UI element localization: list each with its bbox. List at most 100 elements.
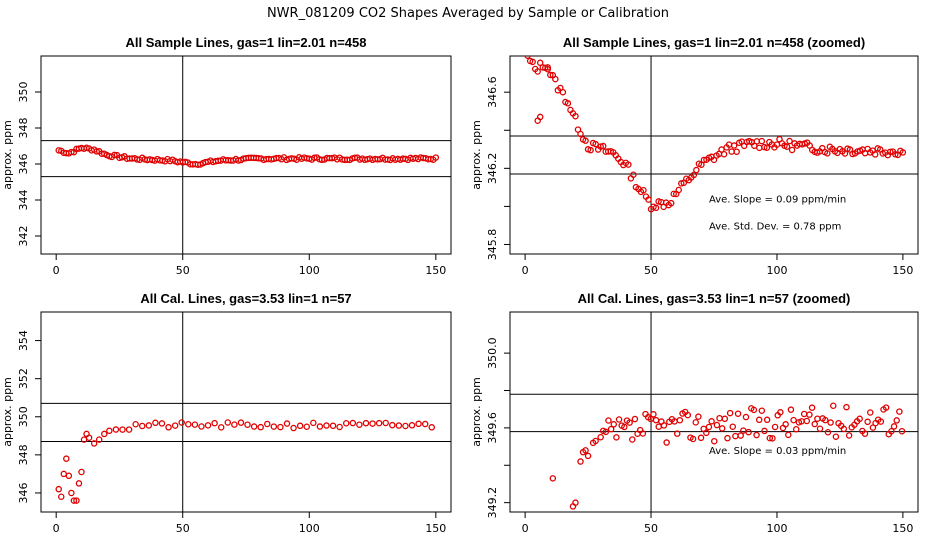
panel-4-data-point [708,418,715,425]
panel-4-data-point [761,427,768,435]
panel-1-ytick-label-2: 346 [17,154,30,175]
panel-2-data-point [693,166,700,174]
panel-4-data-point [605,417,612,424]
panel-3-data-point [70,497,78,504]
panel-1-plot-frame [40,55,452,255]
panel-3-xtick-label-2: 100 [299,522,320,535]
panel-3-data-point [290,424,297,432]
panel-3-ytick-label-3: 352 [17,368,30,389]
panel-3-title: All Cal. Lines, gas=3.53 lin=1 n=57 [140,291,351,306]
panel-3-xtick-label-0: 0 [53,522,60,535]
panel-2-xtick-label-2: 100 [766,264,787,277]
panel-4-data-point [742,413,750,421]
panel-1-data-point [432,154,440,161]
panel-3-ytick-label-4: 354 [17,330,30,351]
panel-4-data-point [549,475,557,482]
panel-4-data-point [584,452,592,460]
panel-4-data-point [737,432,744,439]
panel-3-data-point [57,493,65,501]
panel-4-data-point [888,427,895,435]
panel-2-data-point [783,143,791,150]
panel-4-data-point [716,414,723,422]
panel-1-ylabel: approx. ppm [1,120,14,190]
panel-3-data-point [408,422,416,429]
panel-3-data-point [171,422,179,429]
panel-3-data-point [85,434,93,441]
panel-3-data-point [211,419,218,427]
panel-3-data-point [224,419,232,426]
panel-3-data-point [323,422,330,429]
panel-2-annotation-0: Ave. Slope = 0.09 ppm/min [709,195,846,206]
panel-2-data-point [559,88,567,96]
panel-3-data-point [382,419,389,427]
panel-2-data-point [670,190,677,198]
panel-3-data-point [106,427,113,435]
panel-4-ytick-label-0: 349.2 [486,487,499,518]
panel-4-data-point [877,418,885,425]
panel-3-data-point [90,440,98,447]
panel-4-data-point [572,499,579,506]
panel-4-data-point [621,423,628,431]
panel-3-data-point [185,420,192,428]
panel-2-data-point [552,75,559,83]
panel-3-data-point [119,426,126,433]
panel-3-data-point [231,421,238,428]
panel-4-data-point [890,423,898,430]
panel-4-data-point [882,404,890,411]
panel-4-data-point [655,423,662,430]
panel-3-data-point [389,421,396,429]
panel-3-data-point [421,420,429,428]
panel-2-ytick-label-2: 346.2 [486,153,499,185]
panel-2-data-point [534,68,541,75]
panel-4-data-point [896,408,903,415]
panel-4-data-point [577,458,584,465]
panel-4-data-point [803,417,811,425]
panel-2-data-point [572,112,579,120]
panel-3-data-point [125,426,133,433]
panel-2-ytick-label-0: 345.8 [486,229,499,261]
panel-4-data-point [814,415,821,422]
panel-2-data-point [524,56,531,59]
panel-4-data-point [893,417,900,424]
panel-4-data-point [800,410,808,418]
panel-3-data-point [362,419,370,427]
panel-3-data-point [145,422,153,429]
panel-3-data-point [191,421,199,428]
panel-4-data-point [840,425,848,433]
panel-4-data-point [626,419,633,426]
panel-1-xtick-label-1: 50 [176,264,190,277]
panel-4-ylabel: approx. ppm [470,377,483,447]
panel-3-data-point [329,422,337,430]
panel-4-data-point [811,420,818,428]
panel-4-data-point [663,439,670,446]
panel-2-data-point [824,150,831,157]
panel-4-data-point [777,409,784,416]
panel-3-data-point [415,420,422,428]
panel-3-ytick-label-2: 350 [17,406,30,427]
panel-3-data-point [217,424,225,431]
panel-3-ytick-label-0: 346 [17,482,30,503]
panel-4-data-point [808,404,816,411]
panel-3-data-point [316,423,324,430]
panel-2-title: All Sample Lines, gas=1 lin=2.01 n=458 (… [563,35,865,50]
panel-3-ylabel: approx. ppm [1,377,14,447]
panel-4-data-point [692,419,699,426]
panel-2-plot-frame [509,55,919,255]
panel-2-data-point [718,146,725,153]
panel-4-data-point [732,432,739,440]
panel-3-data-point [310,419,317,427]
panel-4-ytick-label-2: 349.6 [486,412,499,444]
panel-3-data-point [264,420,271,428]
panel-2-data-point [786,137,793,145]
panel-2-data-point [645,196,652,203]
panel-2-xtick-label-0: 0 [522,264,529,277]
panel-2-ylabel: approx. ppm [470,120,483,190]
panel-2-data-point [587,146,594,154]
panel-3-data-point [198,423,205,430]
panel-3-data-point [152,419,159,427]
panel-3-data-point [428,424,436,431]
panel-4-data-point [867,409,874,416]
panel-4-data-point [613,434,620,441]
panel-4-data-point [766,434,774,442]
panel-3-data-point [68,489,75,497]
